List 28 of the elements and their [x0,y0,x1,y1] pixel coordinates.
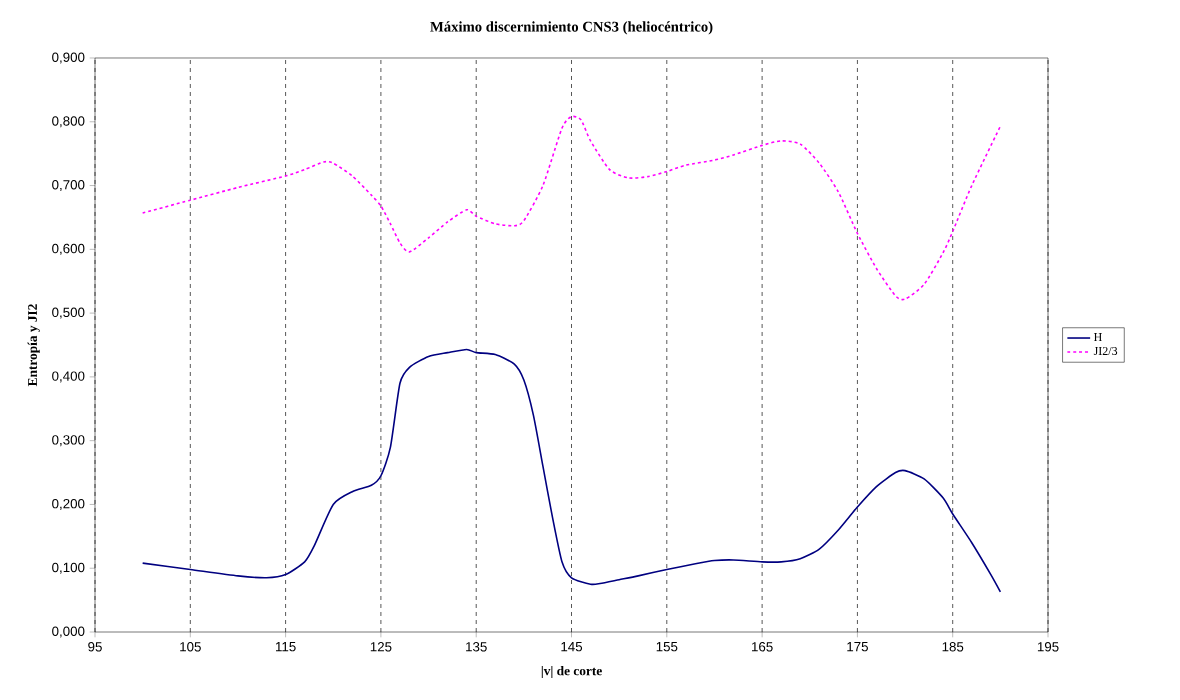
y-tick-label: 0,000 [52,626,85,638]
x-tick-label: 105 [180,642,201,652]
x-tick-label: 155 [656,642,678,652]
chart-title: Máximo discernimiento CNS3 (heliocéntrico) [430,21,713,35]
y-tick-label: 0,900 [52,52,85,64]
legend-label: H [1093,333,1102,341]
y-tick-label: 0,700 [52,180,85,192]
x-tick-label: 165 [752,642,773,652]
line-series [141,115,1002,300]
y-tick-label: 0,300 [52,435,85,447]
y-tick-label: 0,200 [52,498,85,510]
y-tick-label: 0,800 [52,116,85,128]
line-series [141,348,1002,593]
y-tick-label: 0,600 [52,243,85,255]
x-axis-title: |v| de corte [541,665,602,679]
y-axis-title: Entropía y JI2 [27,304,40,387]
x-tick-label: 115 [276,642,296,652]
legend-label: JI2/3 [1093,346,1118,356]
x-tick-label: 185 [942,642,964,652]
x-tick-label: 175 [847,642,868,652]
y-tick-label: 0,500 [52,307,85,319]
x-tick-label: 95 [88,642,102,652]
x-tick-label: 135 [466,642,487,652]
x-tick-label: 145 [561,642,583,652]
x-tick-label: 125 [370,642,392,652]
y-tick-label: 0,400 [52,371,85,383]
y-tick-label: 0,100 [52,562,85,574]
x-tick-label: 195 [1037,642,1059,652]
